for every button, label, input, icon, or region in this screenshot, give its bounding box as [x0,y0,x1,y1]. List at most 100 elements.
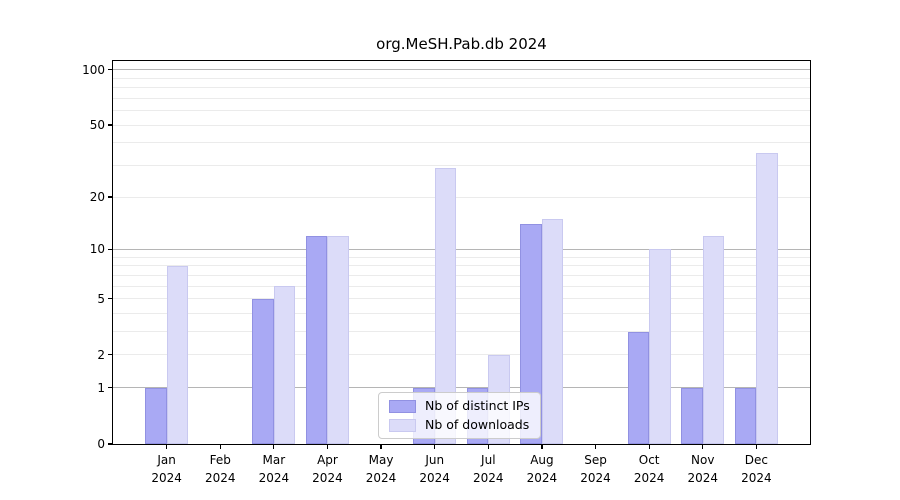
gridline [113,164,810,166]
bar-nb-of-downloads-jun [434,168,457,444]
x-tick-label: Dec 2024 [725,451,787,487]
gridline [113,331,810,333]
x-tick-label: Jan 2024 [136,451,198,487]
legend-label: Nb of distinct IPs [425,398,530,413]
x-tick-month: Feb [209,453,231,467]
y-tick-label: 2 [97,347,105,362]
legend-label: Nb of downloads [425,417,530,432]
x-tick-year: 2024 [312,471,343,485]
x-tick [487,445,489,449]
bar-nb-of-downloads-jan [166,265,189,444]
gridline [113,274,810,276]
gridline [113,256,810,258]
x-tick-month: Oct [638,453,660,467]
x-tick-year: 2024 [741,471,772,485]
x-tick-month: Nov [691,453,715,467]
x-tick-label: Feb 2024 [189,451,251,487]
legend-swatch-nb-of-distinct-ips [389,399,416,413]
gridline [113,265,810,267]
x-tick-label: Sep 2024 [565,451,627,487]
gridline [113,354,810,356]
legend-row: Nb of distinct IPs [389,398,530,414]
x-tick-year: 2024 [419,471,450,485]
x-tick [541,445,543,449]
y-tick-label: 10 [89,242,105,257]
x-tick-year: 2024 [151,471,182,485]
y-tick-label: 100 [82,62,105,77]
bar-nb-of-distinct-ips-dec [734,387,757,444]
x-tick-month: Dec [744,453,768,467]
bar-nb-of-distinct-ips-nov [681,387,703,444]
bar-nb-of-distinct-ips-apr [305,235,328,444]
x-tick [273,445,275,449]
y-tick-label: 0 [97,437,105,451]
legend: Nb of distinct IPs Nb of downloads [378,392,541,439]
x-tick [380,445,382,449]
bar-nb-of-distinct-ips-oct [627,331,650,444]
gridline [113,312,810,314]
gridline [113,387,810,389]
bar-nb-of-downloads-mar [273,286,296,444]
x-tick-year: 2024 [633,471,665,485]
x-tick [434,445,436,449]
x-tick-label: Oct 2024 [618,451,680,487]
x-tick-year: 2024 [258,471,290,485]
x-tick [594,445,597,449]
bar-nb-of-distinct-ips-jan [145,387,167,444]
bar-nb-of-downloads-nov [702,235,725,444]
x-tick-year: 2024 [473,471,504,485]
x-tick [755,445,757,449]
x-tick-year: 2024 [365,471,397,485]
y-tick-label: 5 [97,291,105,306]
x-tick-month: Jan [157,453,176,467]
plot-area: Nb of distinct IPs Nb of downloads [112,60,811,445]
gridline [113,124,810,126]
legend-swatch-nb-of-downloads [389,418,416,432]
x-tick [219,445,221,449]
x-tick [702,445,704,449]
gridline [113,77,810,79]
y-tick-label: 50 [89,118,105,133]
legend-row: Nb of downloads [389,417,530,433]
gridline [113,285,810,287]
x-tick [648,445,650,449]
gridline [113,69,810,71]
x-tick-label: Jun 2024 [404,451,466,487]
bar-nb-of-downloads-aug [541,219,564,444]
chart-title: org.MeSH.Pab.db 2024 [376,35,547,53]
gridline [113,110,810,111]
x-tick [166,445,168,449]
y-tick-label: 20 [89,190,105,204]
bar-nb-of-distinct-ips-aug [520,224,542,444]
gridline [113,298,810,300]
x-tick-label: May 2024 [350,451,412,487]
x-tick-month: Apr [317,453,338,467]
x-tick-month: May [368,453,394,467]
x-tick-label: Aug 2024 [511,451,573,487]
x-tick-year: 2024 [580,471,611,485]
x-tick-year: 2024 [687,471,719,485]
x-tick-month: Jun [425,453,445,467]
x-tick-month: Sep [584,453,607,467]
x-tick-label: Mar 2024 [243,451,305,487]
gridline [113,196,810,198]
bar-nb-of-distinct-ips-mar [252,298,274,444]
y-tick-label: 1 [97,380,105,395]
x-tick-month: Aug [530,453,554,467]
x-tick-year: 2024 [526,471,558,485]
x-tick-month: Mar [262,453,286,467]
bar-nb-of-downloads-dec [756,153,778,444]
bar-nb-of-downloads-oct [649,249,671,444]
gridline [113,86,810,88]
gridline [113,142,810,144]
x-tick-label: Apr 2024 [296,451,358,487]
x-tick [326,445,329,449]
bar-nb-of-downloads-apr [327,235,349,444]
x-tick-label: Jul 2024 [457,451,519,487]
x-tick-month: Jul [481,453,496,467]
gridline [113,248,810,250]
x-tick-label: Nov 2024 [672,451,734,487]
x-tick-year: 2024 [204,471,236,485]
gridline [113,97,810,99]
